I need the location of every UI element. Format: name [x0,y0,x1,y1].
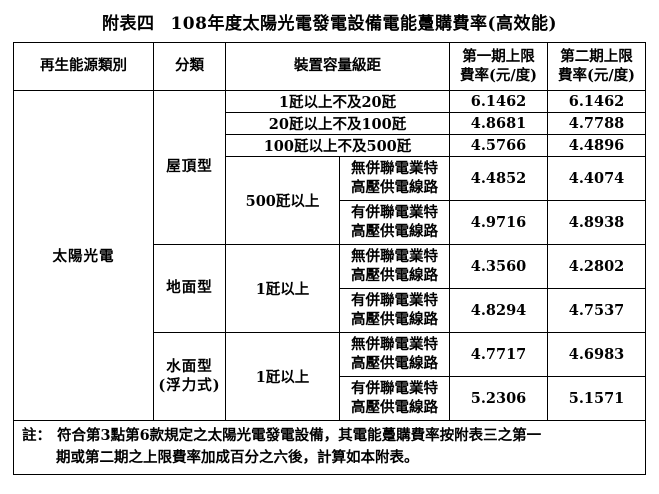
header-period1-line2: 費率(元/度) [459,66,538,84]
cell-capacity: 500瓩以上 [225,156,340,245]
note-text-line2: 期或第二期之上限費率加成百分之六後，計算如本附表。 [56,448,419,466]
cell-type-ground: 地面型 [153,244,226,333]
table-note: 註： 符合第3點第6款規定之太陽光電發電設備，其電能躉購費率按附表三之第一 期或… [13,421,646,475]
cell-line-condition: 無併聯電業特 高壓供電線路 [339,156,450,201]
cell-line-condition: 無併聯電業特 高壓供電線路 [339,332,450,377]
note-text-line1: 符合第3點第6款規定之太陽光電發電設備，其電能躉購費率按附表三之第一 [57,427,542,444]
header-period2: 第二期上限 費率(元/度) [547,42,646,91]
cell-period2-rate: 6.1462 [547,90,646,113]
cell-capacity: 1瓩以上 [225,332,340,421]
note-label: 註： [22,427,51,444]
table-row: 地面型 1瓩以上 無併聯電業特 高壓供電線路 4.3560 4.2802 [14,244,646,333]
table-row: 水面型 (浮力式) 1瓩以上 無併聯電業特 高壓供電線路 4.7717 4.69… [14,332,646,421]
cell-period1-rate: 4.9716 [449,200,548,245]
cell-period1-rate: 4.4852 [449,156,548,201]
line-condition-part1: 無併聯電業特 [351,247,438,265]
line-condition-part2: 高壓供電線路 [351,310,438,328]
page-title-prefix: 附表四 [101,14,155,34]
cell-capacity: 20瓩以上不及100瓩 [225,112,450,135]
cell-line-condition: 無併聯電業特 高壓供電線路 [339,244,450,289]
table-row: 有併聯電業特 高壓供電線路 4.9716 4.8938 [14,200,646,245]
cell-type-water-line2: (浮力式) [158,376,221,394]
cell-line-condition: 有併聯電業特 高壓供電線路 [339,200,450,245]
header-period1-line1: 第一期上限 [462,48,535,66]
line-condition-part2: 高壓供電線路 [351,178,438,196]
table-header: 再生能源類別 分類 裝置容量級距 第一期上限 費率(元/度) 第二期上限 費率(… [13,42,646,91]
cell-period1-rate: 4.7717 [449,332,548,377]
table-row: 太陽光電 屋頂型 1瓩以上不及20瓩 6.1462 6.1462 [13,90,646,421]
cell-line-condition: 有併聯電業特 高壓供電線路 [339,288,450,333]
line-condition-part1: 有併聯電業特 [351,291,438,309]
cell-type-water-line1: 水面型 [166,357,213,375]
cell-capacity: 1瓩以上 [225,244,340,333]
cell-period1-rate: 4.8681 [449,112,548,135]
table-body: 太陽光電 屋頂型 1瓩以上不及20瓩 6.1462 6.1462 20瓩以上不及… [13,90,646,421]
line-condition-part2: 高壓供電線路 [351,354,438,372]
cell-period2-rate: 4.6983 [547,332,646,377]
cell-period2-rate: 4.4074 [547,156,646,201]
header-period2-line2: 費率(元/度) [557,66,636,84]
cell-period2-rate: 4.8938 [547,200,646,245]
table-row: 100瓩以上不及500瓩 4.5766 4.4896 [14,134,646,157]
cell-period1-rate: 4.8294 [449,288,548,333]
header-type: 分類 [153,42,226,91]
cell-period1-rate: 4.3560 [449,244,548,289]
cell-energy-category: 太陽光電 [13,90,154,421]
cell-period1-rate: 4.5766 [449,134,548,157]
table-row: 500瓩以上 無併聯電業特 高壓供電線路 4.4852 4.4074 [14,156,646,245]
cell-period2-rate: 4.2802 [547,244,646,289]
cell-capacity: 100瓩以上不及500瓩 [225,134,450,157]
line-condition-part2: 高壓供電線路 [351,222,438,240]
line-condition-part2: 高壓供電線路 [351,266,438,284]
note-first-line: 註： 符合第3點第6款規定之太陽光電發電設備，其電能躉購費率按附表三之第一 [22,425,637,447]
line-condition-part1: 無併聯電業特 [351,159,438,177]
cell-period1-rate: 6.1462 [449,90,548,113]
rate-table: 再生能源類別 分類 裝置容量級距 第一期上限 費率(元/度) 第二期上限 費率(… [13,42,646,421]
cell-type-rooftop: 屋頂型 [153,90,226,245]
header-period1: 第一期上限 費率(元/度) [449,42,548,91]
cell-period2-rate: 4.7537 [547,288,646,333]
cell-line-condition: 有併聯電業特 高壓供電線路 [339,376,450,421]
page-title: 附表四 108年度太陽光電發電設備電能躉購費率(高效能) [0,0,659,42]
table-row: 有併聯電業特 高壓供電線路 5.2306 5.1571 [14,376,646,421]
cell-period2-rate: 4.4896 [547,134,646,157]
cell-period2-rate: 5.1571 [547,376,646,421]
header-category: 再生能源類別 [13,42,154,91]
header-row: 再生能源類別 分類 裝置容量級距 第一期上限 費率(元/度) 第二期上限 費率(… [13,42,646,91]
line-condition-part1: 有併聯電業特 [351,203,438,221]
line-condition-part1: 無併聯電業特 [351,335,438,353]
header-period2-line1: 第二期上限 [560,48,633,66]
line-condition-part1: 有併聯電業特 [351,379,438,397]
cell-period1-rate: 5.2306 [449,376,548,421]
cell-period2-rate: 4.7788 [547,112,646,135]
cell-capacity: 1瓩以上不及20瓩 [225,90,450,113]
cell-type-water: 水面型 (浮力式) [153,332,226,421]
page-title-main: 108年度太陽光電發電設備電能躉購費率(高效能) [170,14,558,34]
line-condition-part2: 高壓供電線路 [351,398,438,416]
header-capacity: 裝置容量級距 [225,42,450,91]
